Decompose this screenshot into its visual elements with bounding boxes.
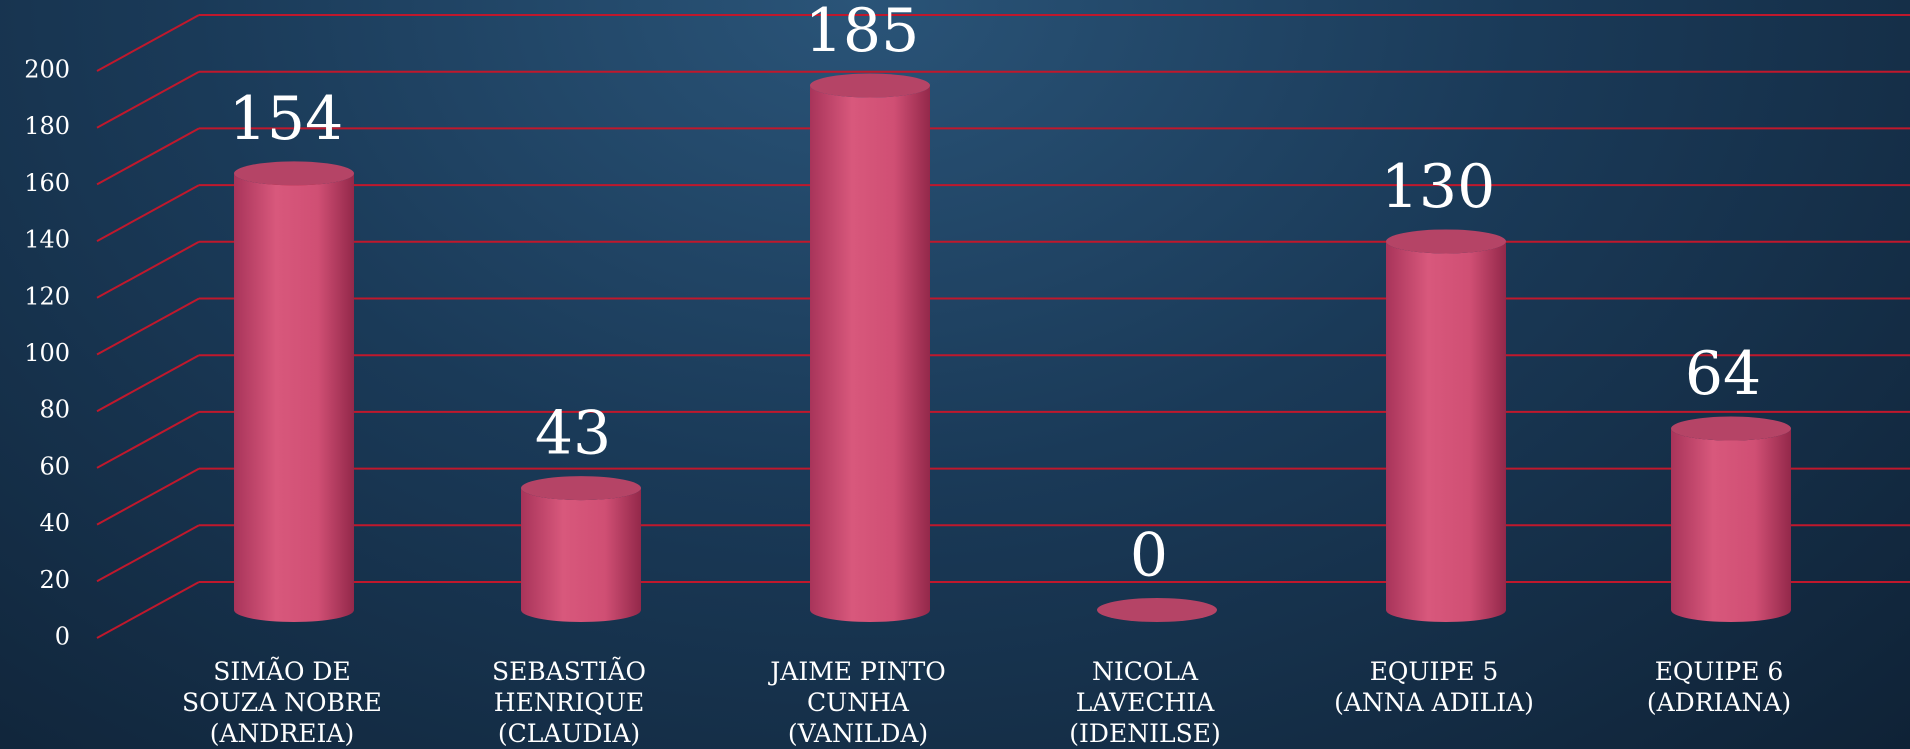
value-label: 64 [1685,339,1761,409]
value-label: 185 [805,0,920,66]
grid-line-side [96,240,200,299]
y-tick-label: 100 [24,339,70,367]
grid-line-side [96,184,200,242]
bar [1671,428,1791,622]
x-tick-label: SIMÃO DE SOUZA NOBRE (ANDREIA) [182,657,382,748]
grid-line-side [96,127,200,186]
grid-line-side [96,524,200,583]
y-tick-label: 200 [24,56,70,84]
bar-top [810,73,930,98]
x-tick-label: EQUIPE 5 (ANNA ADILIA) [1334,657,1534,717]
grid-line-side [96,411,200,469]
bar-top [521,476,641,501]
value-label: 43 [535,399,611,469]
y-tick-label: 180 [24,112,70,140]
bar-top [1097,598,1217,622]
bar-top [234,161,354,186]
x-tick-label: SEBASTIÃO HENRIQUE (CLAUDIA) [491,657,647,748]
y-tick-label: 140 [24,226,70,254]
bar [234,173,354,622]
grid-line-side [96,354,200,413]
value-label: 154 [229,84,344,154]
value-label: 130 [1381,152,1496,222]
x-tick-label: JAIME PINTO CUNHA (VANILDA) [770,657,946,748]
x-tick-label: EQUIPE 6 (ADRIANA) [1646,657,1792,717]
bar [810,85,930,622]
bar [1386,241,1506,622]
bar [521,488,641,622]
value-label: 0 [1130,521,1168,591]
y-tick-label: 160 [24,169,70,197]
y-tick-label: 120 [24,282,70,310]
y-tick-label: 20 [39,566,70,594]
y-tick-label: 80 [39,396,70,424]
grid-line-side [96,467,200,526]
y-tick-label: 40 [39,509,70,537]
bar-top [1671,416,1791,441]
grid-line-side [96,581,200,639]
y-tick-label: 60 [39,452,70,480]
grid-line-side [96,70,200,129]
grid-line-side [96,14,200,72]
bar-top [1386,229,1506,254]
x-tick-label: NICOLA LAVECHIA (IDENILSE) [1069,657,1221,748]
y-tick-label: 0 [55,623,70,651]
grid-line-side [96,297,200,356]
